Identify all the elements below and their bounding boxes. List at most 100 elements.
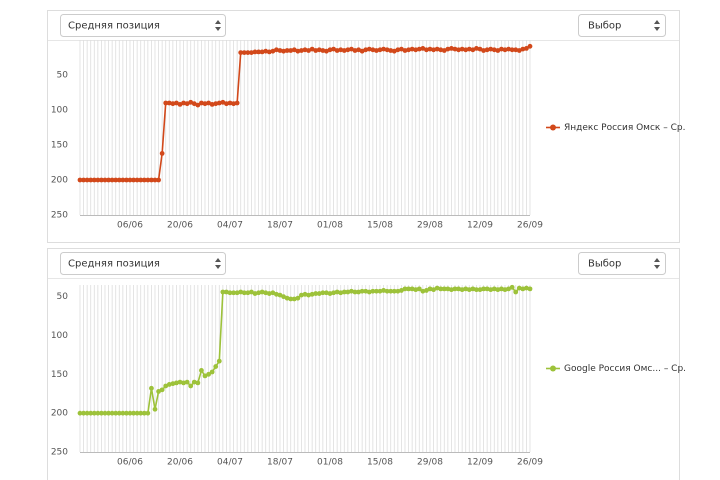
- point: [156, 177, 161, 183]
- point: [77, 410, 83, 416]
- point: [427, 286, 433, 292]
- point: [466, 287, 472, 293]
- metric-dropdown[interactable]: [60, 252, 226, 275]
- point: [166, 382, 172, 387]
- x-tick-label: 29/08: [417, 221, 443, 231]
- point: [149, 177, 154, 183]
- point: [499, 286, 504, 292]
- point: [227, 100, 233, 106]
- y-tick-label: 100: [51, 331, 68, 341]
- point: [266, 291, 272, 296]
- point: [288, 296, 294, 302]
- y-tick-label: 250: [51, 448, 68, 458]
- point: [195, 102, 201, 108]
- point: [374, 48, 379, 53]
- point: [259, 289, 265, 295]
- point: [438, 286, 444, 292]
- point: [95, 410, 101, 416]
- point: [513, 289, 519, 295]
- point: [213, 101, 219, 107]
- metric-dropdown-label: Средняя позиция: [68, 259, 160, 270]
- point: [509, 47, 515, 53]
- point: [306, 292, 311, 298]
- select-dropdown[interactable]: [578, 252, 666, 275]
- point: [127, 177, 133, 183]
- point: [434, 46, 440, 52]
- point: [420, 288, 426, 294]
- point: [366, 46, 372, 52]
- point: [159, 387, 165, 393]
- y-tick-label: 200: [51, 176, 68, 186]
- point: [527, 43, 533, 49]
- point: [120, 177, 126, 183]
- point: [320, 290, 326, 296]
- point: [152, 406, 158, 412]
- point: [91, 410, 97, 416]
- point: [388, 48, 394, 53]
- point: [263, 48, 269, 54]
- point: [470, 286, 476, 292]
- point: [316, 291, 322, 296]
- point: [263, 290, 269, 296]
- point: [191, 379, 197, 385]
- point: [524, 46, 529, 51]
- point: [327, 291, 333, 296]
- point: [477, 287, 483, 293]
- point: [341, 289, 347, 295]
- point: [502, 47, 508, 53]
- point: [199, 368, 204, 373]
- point: [234, 290, 240, 296]
- metric-dropdown[interactable]: [60, 14, 226, 37]
- point: [463, 47, 469, 53]
- y-tick-label: 50: [57, 292, 69, 302]
- point: [102, 410, 108, 416]
- dropdown-arrow: [215, 258, 221, 269]
- point: [388, 288, 394, 294]
- point: [127, 410, 133, 416]
- x-tick-label: 20/06: [167, 221, 193, 231]
- point: [91, 177, 97, 183]
- point: [374, 288, 379, 294]
- point: [352, 48, 358, 53]
- select-dropdown-label: Выбор: [588, 259, 621, 270]
- point: [438, 47, 444, 53]
- point: [463, 286, 469, 292]
- point: [424, 47, 429, 53]
- point: [88, 177, 94, 183]
- point: [256, 49, 261, 55]
- point: [363, 47, 369, 53]
- point: [445, 46, 451, 52]
- point: [209, 102, 215, 107]
- point: [520, 46, 526, 52]
- x-tick-label: 01/08: [317, 458, 343, 468]
- point: [395, 288, 401, 294]
- point: [499, 46, 504, 52]
- point: [141, 177, 147, 183]
- point: [220, 289, 226, 295]
- point: [409, 46, 415, 52]
- x-tick-label: 26/09: [517, 221, 543, 231]
- y-tick-label: 150: [51, 141, 68, 151]
- x-tick-label: 26/09: [517, 458, 543, 468]
- point: [313, 291, 319, 296]
- point: [356, 289, 361, 295]
- point: [363, 288, 369, 294]
- point: [338, 290, 344, 296]
- point: [116, 177, 122, 183]
- point: [481, 48, 486, 53]
- point: [274, 47, 279, 53]
- dropdown-arrow: [215, 20, 221, 31]
- legend-label: Google Россия Омс... – Ср.: [564, 364, 686, 374]
- point: [102, 177, 108, 183]
- point: [334, 48, 340, 53]
- select-dropdown[interactable]: [578, 14, 666, 37]
- point: [370, 288, 376, 294]
- point: [377, 288, 383, 294]
- point: [152, 177, 158, 183]
- point: [402, 48, 408, 53]
- legend-marker: [550, 365, 556, 372]
- y-tick-label: 100: [51, 106, 68, 116]
- point: [138, 177, 144, 183]
- point: [377, 47, 383, 53]
- point: [252, 49, 258, 55]
